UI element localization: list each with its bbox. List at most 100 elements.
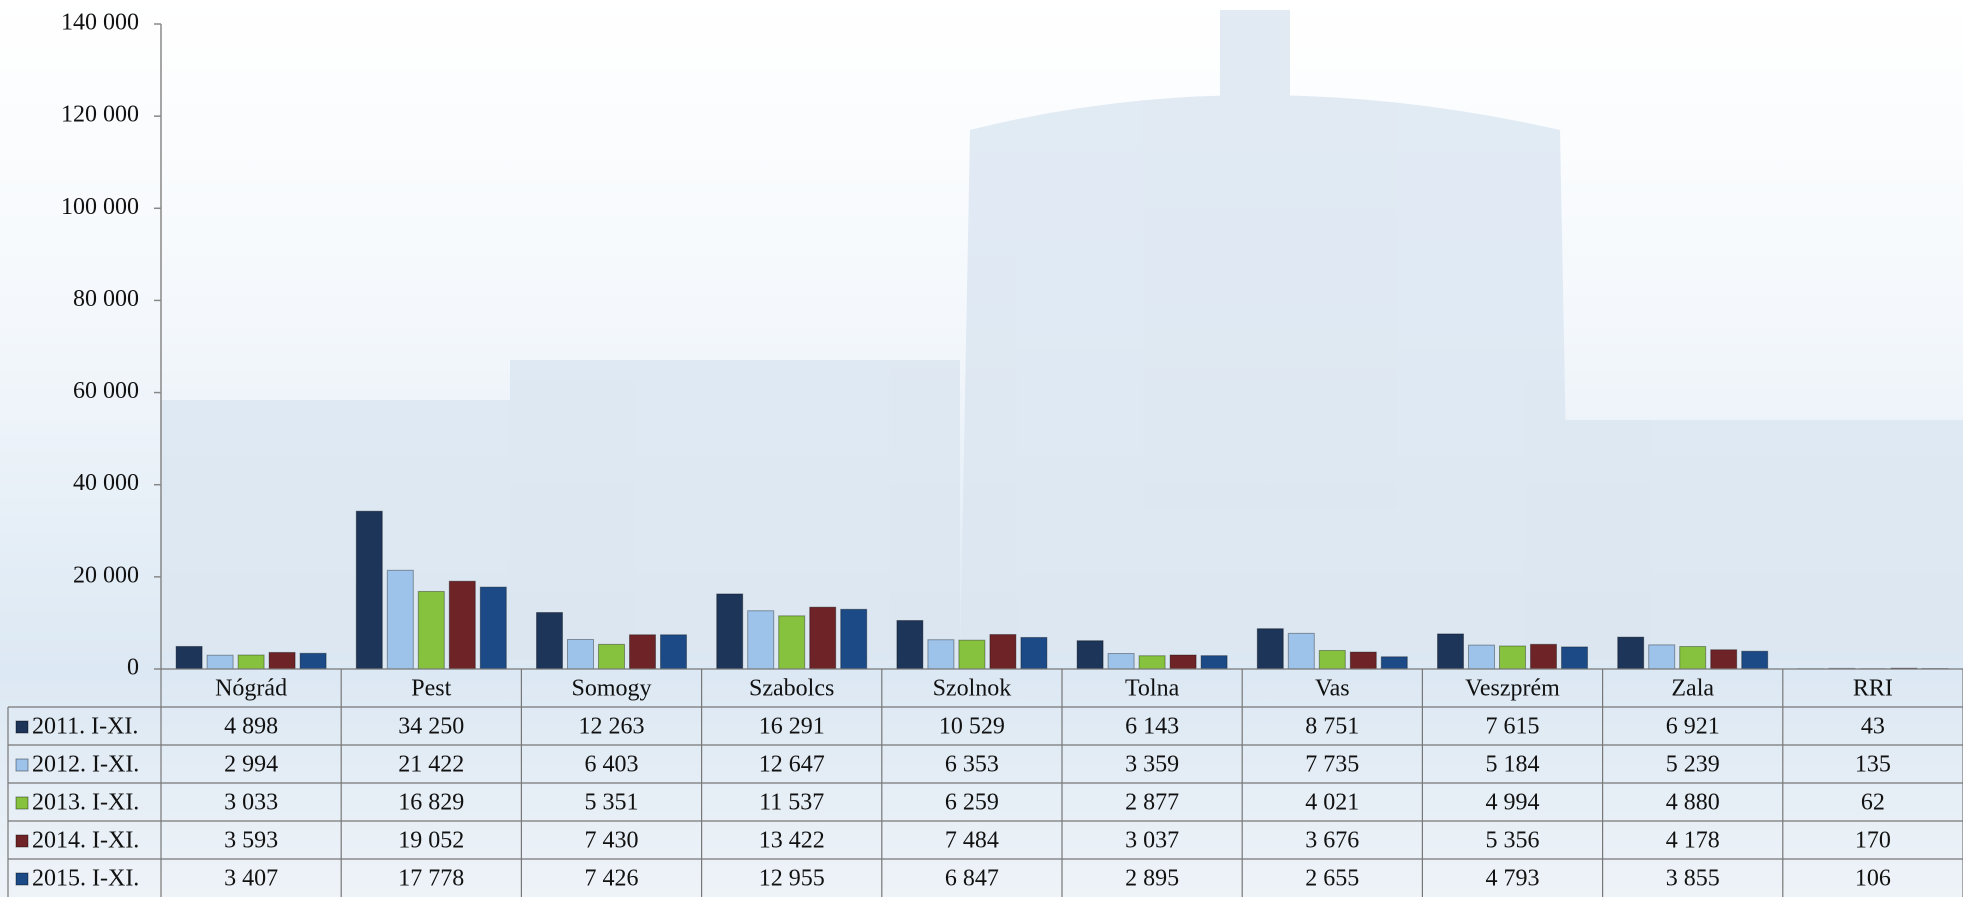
bar: [1500, 646, 1526, 669]
table-value: 11 537: [759, 790, 824, 816]
bar: [748, 611, 774, 669]
bar: [897, 620, 923, 669]
table-value: 7 615: [1486, 714, 1540, 740]
legend-swatch: [16, 797, 28, 809]
legend-swatch: [16, 759, 28, 771]
table-value: 13 422: [759, 828, 825, 854]
table-value: 12 263: [579, 714, 645, 740]
bar: [810, 607, 836, 669]
bar: [630, 635, 656, 669]
table-value: 4 880: [1666, 790, 1720, 816]
table-value: 5 239: [1666, 752, 1720, 778]
bar: [841, 609, 867, 669]
table-value: 2 877: [1125, 790, 1179, 816]
bar: [1742, 651, 1768, 669]
table-value: 170: [1855, 828, 1891, 854]
bar: [959, 640, 985, 669]
y-tick-label: 60 000: [73, 378, 139, 404]
bar: [1139, 656, 1165, 669]
bar: [449, 581, 475, 669]
bar: [1680, 647, 1706, 669]
table-value: 10 529: [939, 714, 1005, 740]
table-value: 2 895: [1125, 866, 1179, 892]
bar: [1201, 656, 1227, 669]
table-value: 6 143: [1125, 714, 1179, 740]
bar: [238, 655, 264, 669]
table-value: 5 351: [585, 790, 639, 816]
y-tick-label: 20 000: [73, 562, 139, 588]
table-value: 3 037: [1125, 828, 1179, 854]
bar: [269, 652, 295, 669]
bar: [1319, 650, 1345, 669]
legend-label: 2015. I-XI.: [32, 866, 139, 892]
table-value: 3 676: [1305, 828, 1359, 854]
bar: [1257, 629, 1283, 669]
table-value: 3 033: [224, 790, 278, 816]
bar: [661, 635, 687, 669]
bar: [480, 587, 506, 669]
table-value: 4 793: [1486, 866, 1540, 892]
bar: [1350, 652, 1376, 669]
bar: [537, 613, 563, 669]
x-tick-label: Somogy: [571, 676, 651, 702]
bar: [779, 616, 805, 669]
bar: [1170, 655, 1196, 669]
y-tick-label: 80 000: [73, 286, 139, 312]
table-value: 4 898: [224, 714, 278, 740]
table-value: 17 778: [398, 866, 464, 892]
table-value: 135: [1855, 752, 1891, 778]
table-value: 5 184: [1486, 752, 1540, 778]
table-value: 7 484: [945, 828, 999, 854]
bar: [1077, 641, 1103, 669]
bar: [1108, 654, 1134, 669]
bar: [356, 511, 382, 669]
x-tick-label: Nógrád: [215, 676, 287, 702]
table-value: 6 259: [945, 790, 999, 816]
bar: [1562, 647, 1588, 669]
table-value: 3 359: [1125, 752, 1179, 778]
table-value: 3 407: [224, 866, 278, 892]
bar: [717, 594, 743, 669]
bar: [1531, 644, 1557, 669]
table-value: 4 178: [1666, 828, 1720, 854]
table-value: 6 847: [945, 866, 999, 892]
bar: [207, 655, 233, 669]
table-value: 106: [1855, 866, 1891, 892]
table-value: 12 955: [759, 866, 825, 892]
bar: [300, 653, 326, 669]
table-value: 16 829: [398, 790, 464, 816]
bar: [990, 635, 1016, 669]
table-value: 21 422: [398, 752, 464, 778]
table-value: 7 430: [585, 828, 639, 854]
table-value: 34 250: [398, 714, 464, 740]
x-tick-label: Zala: [1671, 676, 1714, 702]
bar: [1469, 645, 1495, 669]
y-tick-label: 100 000: [61, 194, 139, 220]
bar: [568, 640, 594, 669]
table-value: 19 052: [398, 828, 464, 854]
y-tick-label: 40 000: [73, 470, 139, 496]
x-tick-label: Szabolcs: [749, 676, 834, 702]
table-value: 7 735: [1305, 752, 1359, 778]
bar: [928, 640, 954, 669]
bar: [176, 646, 202, 669]
table-value: 4 994: [1486, 790, 1540, 816]
table-value: 16 291: [759, 714, 825, 740]
x-tick-label: RRI: [1853, 676, 1893, 702]
table-value: 62: [1861, 790, 1885, 816]
bar: [1618, 637, 1644, 669]
bar: [599, 644, 625, 669]
bar: [1288, 633, 1314, 669]
table-value: 4 021: [1305, 790, 1359, 816]
bar: [387, 570, 413, 669]
x-tick-label: Veszprém: [1465, 676, 1560, 702]
bar: [1438, 634, 1464, 669]
table-value: 2 655: [1305, 866, 1359, 892]
legend-swatch: [16, 721, 28, 733]
x-tick-label: Szolnok: [933, 676, 1012, 702]
legend-label: 2014. I-XI.: [32, 828, 139, 854]
table-value: 2 994: [224, 752, 278, 778]
bar: [1381, 657, 1407, 669]
table-value: 43: [1861, 714, 1885, 740]
table-value: 6 921: [1666, 714, 1720, 740]
